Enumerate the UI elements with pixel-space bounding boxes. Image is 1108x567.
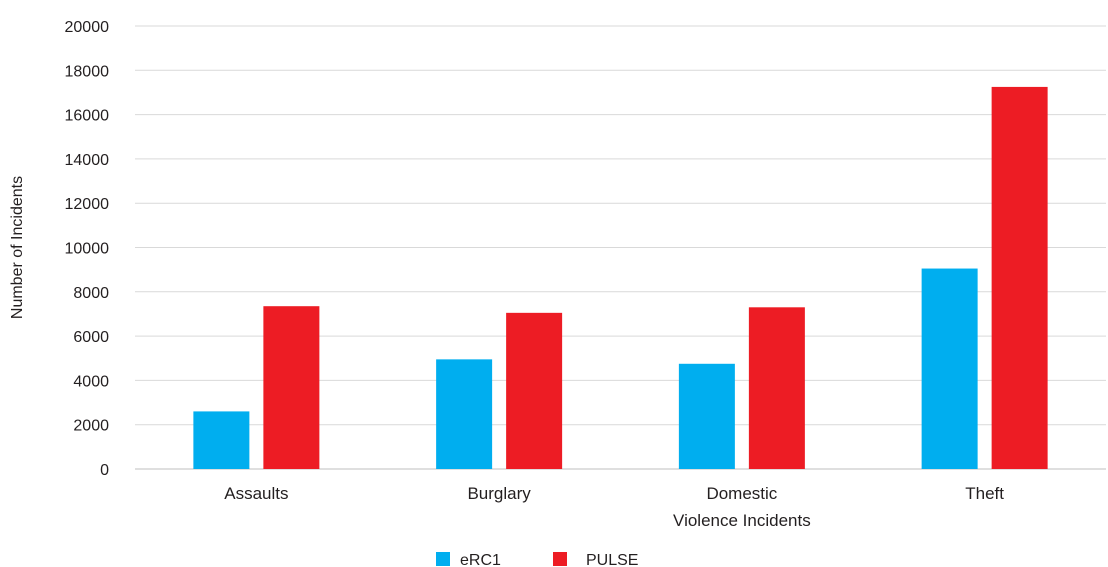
bar-erc1-0 [193, 411, 250, 469]
y-tick-label: 12000 [65, 196, 110, 213]
y-tick-label: 18000 [65, 63, 110, 80]
bar-pulse-1 [506, 312, 563, 469]
y-tick-label: 4000 [73, 373, 109, 390]
bar-pulse-2 [748, 307, 805, 469]
y-tick-label: 14000 [65, 152, 110, 169]
bar-pulse-3 [991, 86, 1048, 469]
y-tick-label: 20000 [65, 19, 110, 36]
x-category-label: Theft [965, 484, 1004, 503]
bar-erc1-1 [436, 359, 493, 469]
y-tick-label: 10000 [65, 241, 110, 258]
x-category-label: Assaults [224, 484, 288, 503]
bar-erc1-3 [921, 268, 978, 469]
x-category-label: Violence Incidents [673, 511, 811, 530]
legend-label-pulse: PULSE [586, 552, 638, 567]
y-axis-title: Number of Incidents [9, 176, 26, 319]
y-tick-label: 0 [100, 462, 109, 479]
y-tick-label: 8000 [73, 285, 109, 302]
y-tick-label: 6000 [73, 329, 109, 346]
y-axis-ticks: 0 2000 4000 6000 8000 10000 12000 14000 16000 180… [65, 19, 110, 479]
legend-swatch-pulse [553, 552, 567, 566]
x-axis-labels: Assaults Burglary Domestic Violence Inciden… [224, 484, 1004, 530]
bar-erc1-2 [678, 363, 735, 469]
legend-swatch-erc1 [436, 552, 450, 566]
x-category-label: Domestic [706, 484, 777, 503]
legend-label-erc1: eRC1 [460, 552, 501, 567]
y-tick-label: 16000 [65, 108, 110, 125]
y-tick-label: 2000 [73, 418, 109, 435]
bar-pulse-0 [263, 306, 320, 469]
bars [193, 86, 1048, 469]
x-category-label: Burglary [467, 484, 531, 503]
legend: eRC1 PULSE [436, 552, 638, 567]
